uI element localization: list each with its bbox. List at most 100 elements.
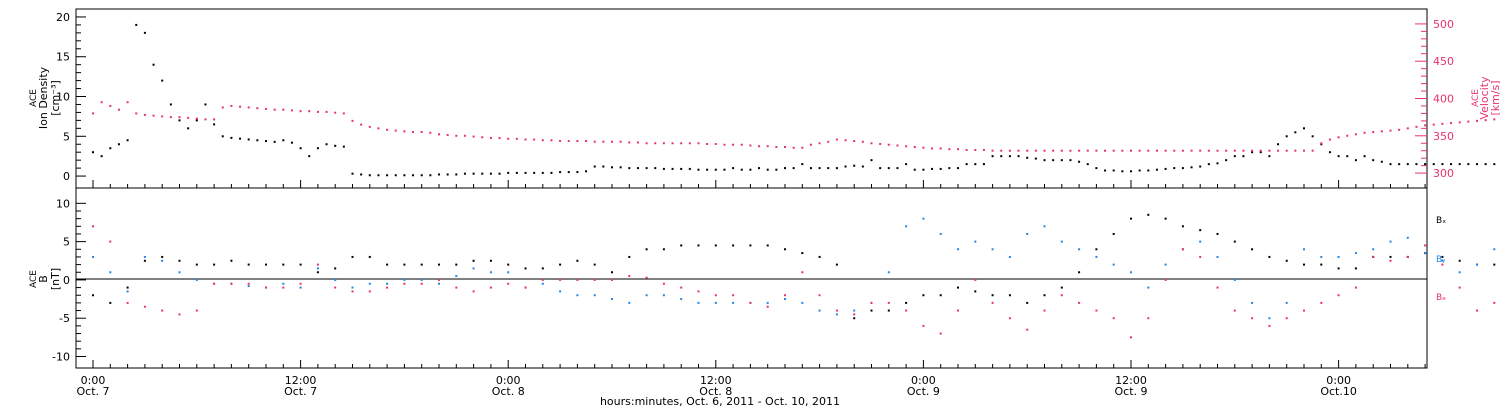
bz-point <box>489 286 492 289</box>
velocity-point <box>792 146 795 149</box>
density-point <box>1216 162 1219 165</box>
bz-point <box>1008 317 1011 320</box>
density-point <box>92 151 94 154</box>
bx-point <box>870 309 873 312</box>
velocity-point <box>143 113 146 116</box>
density-point <box>1043 159 1046 162</box>
bz-point <box>974 278 977 281</box>
legend-bx: Bₓ <box>1436 216 1446 226</box>
bx-point <box>472 259 475 262</box>
by-point <box>195 278 198 281</box>
density-point <box>1354 159 1357 162</box>
density-point <box>360 173 363 176</box>
bx-point <box>1026 301 1029 304</box>
bx-point <box>161 255 164 258</box>
velocity-point <box>611 140 613 143</box>
density-point <box>299 147 302 150</box>
density-point <box>507 171 510 174</box>
velocity-point <box>1121 149 1124 152</box>
density-point <box>939 167 942 170</box>
legend-by: Bᵧ <box>1436 255 1446 265</box>
bz-point <box>1233 309 1236 312</box>
velocity-point <box>1086 149 1089 152</box>
velocity-point <box>1458 121 1461 124</box>
bx-point <box>282 263 285 266</box>
density-point <box>688 167 691 170</box>
bz-point <box>472 290 475 293</box>
density-point <box>662 167 665 170</box>
bx-point <box>922 294 925 297</box>
by-point <box>1441 259 1444 262</box>
velocity-point <box>100 101 103 104</box>
bz-point <box>853 313 856 316</box>
bx-point <box>507 263 510 266</box>
density-point <box>1398 163 1401 166</box>
velocity-point <box>463 134 466 137</box>
bz-point <box>905 309 908 312</box>
velocity-point <box>161 115 164 118</box>
velocity-point <box>982 148 985 151</box>
bx-point <box>974 290 977 293</box>
density-point <box>965 163 968 166</box>
velocity-point <box>732 143 735 146</box>
velocity-point <box>1476 119 1478 122</box>
bz-point <box>784 294 786 297</box>
by-point <box>1008 255 1011 258</box>
velocity-point <box>559 140 562 143</box>
x-tick-time-label: 12:00 <box>1115 374 1147 387</box>
by-point <box>714 301 717 304</box>
bz-point <box>697 290 700 293</box>
density-point <box>671 167 674 170</box>
density-point <box>550 171 553 174</box>
density-point <box>290 141 293 144</box>
bx-point <box>351 255 354 258</box>
velocity-point <box>429 131 432 134</box>
density-tick-label: 10 <box>56 91 70 104</box>
density-point <box>1233 155 1236 158</box>
velocity-point <box>342 112 345 115</box>
bx-point <box>178 259 181 262</box>
velocity-point <box>368 125 371 128</box>
bx-point <box>1147 213 1150 216</box>
density-point <box>1251 151 1254 154</box>
bz-point <box>1303 309 1305 312</box>
velocity-tick-label: 350 <box>1433 130 1454 143</box>
velocity-point <box>1389 129 1392 132</box>
bx-point <box>714 244 717 247</box>
velocity-point <box>109 104 112 107</box>
velocity-point <box>1164 149 1167 152</box>
bz-point <box>1181 248 1184 251</box>
velocity-point <box>740 143 743 146</box>
velocity-point <box>1190 149 1193 152</box>
velocity-point <box>957 148 959 151</box>
density-point <box>1207 163 1210 166</box>
density-point <box>342 145 345 148</box>
density-point <box>1034 157 1037 160</box>
velocity-point <box>472 135 475 138</box>
by-point <box>541 282 544 285</box>
velocity-point <box>922 146 925 149</box>
density-point <box>1311 135 1314 138</box>
velocity-point <box>1294 149 1297 152</box>
density-point <box>1406 163 1409 166</box>
density-point <box>1078 160 1081 163</box>
bz-point <box>1268 324 1271 327</box>
bx-point <box>247 263 250 266</box>
density-point <box>273 140 276 143</box>
x-tick-date-label: Oct. 9 <box>907 385 940 398</box>
bz-point <box>801 271 804 274</box>
bx-point <box>1458 259 1461 262</box>
by-point <box>1199 240 1202 243</box>
by-point <box>1095 255 1098 258</box>
bx-point <box>195 263 198 266</box>
density-point <box>879 167 882 170</box>
bx-point <box>766 244 769 247</box>
density-point <box>187 127 190 130</box>
bz-point <box>1078 301 1081 304</box>
bx-point <box>1095 248 1098 251</box>
by-point <box>351 286 354 289</box>
velocity-point <box>827 140 830 143</box>
density-point <box>1294 131 1297 134</box>
by-point <box>818 309 821 312</box>
bx-point <box>541 267 544 270</box>
